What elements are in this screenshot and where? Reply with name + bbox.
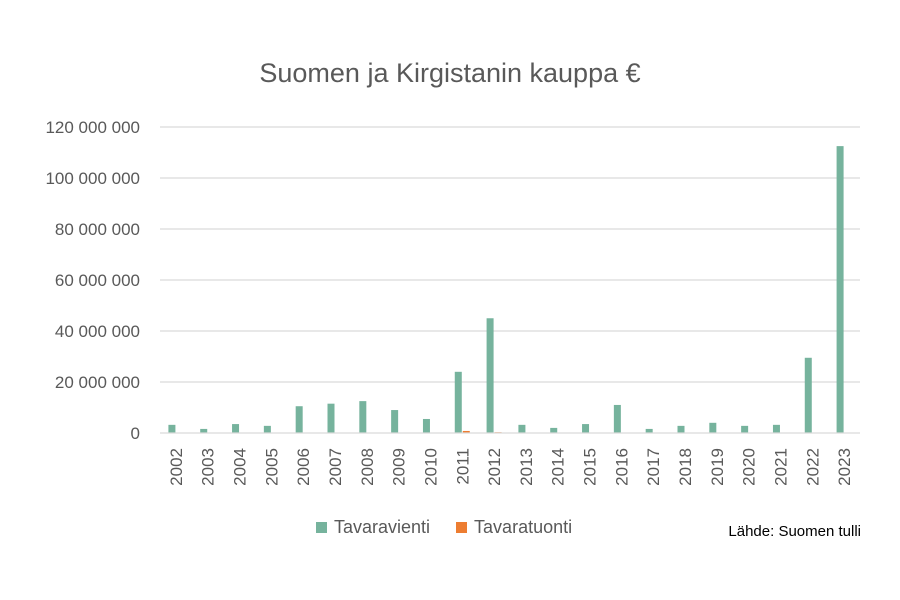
gridlines [160,126,860,383]
bar-tavaravienti-2016 [613,404,621,433]
bar-tavaravienti-2007 [327,403,335,433]
bar-tavaravienti-2014 [550,427,558,433]
x-tick-label: 2021 [771,448,790,486]
legend: Tavaravienti Tavaratuonti [316,517,598,538]
y-axis-ticks: 0 20 000 000 40 000 000 60 000 000 80 000 00… [45,118,140,443]
y-tick-label: 0 [131,424,140,443]
x-tick-label: 2004 [231,448,250,486]
bar-tavaravienti-2013 [518,424,526,433]
y-tick-label: 100 000 000 [45,169,140,188]
legend-swatch-tavaratuonti [456,522,468,533]
x-tick-label: 2019 [708,448,727,486]
y-tick-label: 80 000 000 [55,220,140,239]
bar-tavaravienti-2017 [645,428,653,433]
bar-tavaravienti-2019 [709,422,717,433]
x-tick-label: 2005 [262,448,281,486]
x-tick-label: 2015 [581,448,600,486]
bar-tavaravienti-2015 [582,424,590,433]
bar-tavaravienti-2021 [772,424,780,433]
bar-tavaravienti-2012 [486,318,494,433]
x-tick-label: 2006 [294,448,313,486]
legend-item-tavaravienti: Tavaravienti [316,517,430,538]
bars [168,146,844,433]
y-tick-label: 60 000 000 [55,271,140,290]
bar-tavaravienti-2018 [677,425,685,433]
x-tick-label: 2022 [803,448,822,486]
x-tick-label: 2008 [358,448,377,486]
bar-tavaravienti-2002 [168,424,176,433]
x-tick-label: 2018 [676,448,695,486]
bar-tavaravienti-2022 [804,357,812,433]
bar-tavaravienti-2011 [454,371,462,433]
x-tick-label: 2014 [549,448,568,486]
chart-title: Suomen ja Kirgistanin kauppa € [259,58,641,88]
x-tick-label: 2016 [612,448,631,486]
x-tick-label: 2023 [835,448,854,486]
bar-tavaravienti-2009 [391,410,399,433]
legend-item-tavaratuonti: Tavaratuonti [456,517,572,538]
bar-tavaravienti-2008 [359,401,367,433]
y-tick-label: 120 000 000 [45,118,140,137]
bar-tavaravienti-2003 [200,428,208,433]
x-tick-label: 2002 [167,448,186,486]
x-tick-label: 2003 [199,448,218,486]
y-tick-label: 40 000 000 [55,322,140,341]
bar-tavaravienti-2023 [836,146,844,433]
x-tick-label: 2007 [326,448,345,486]
x-tick-label: 2020 [740,448,759,486]
bar-tavaratuonti-2011 [462,430,470,433]
x-tick-label: 2013 [517,448,536,486]
x-tick-label: 2011 [453,448,472,485]
bar-tavaravienti-2010 [422,418,430,433]
legend-label-tavaravienti: Tavaravienti [334,517,431,537]
legend-label-tavaratuonti: Tavaratuonti [474,517,573,537]
x-axis-ticks: 2002 2003 2004 2005 2006 2007 2008 2009 2010 2011… [167,448,854,486]
x-tick-label: 2010 [421,448,440,486]
x-tick-label: 2017 [644,448,663,486]
x-tick-label: 2012 [485,448,504,486]
bar-tavaravienti-2005 [263,425,271,433]
y-tick-label: 20 000 000 [55,373,140,392]
x-tick-label: 2009 [390,448,409,486]
bar-tavaravienti-2006 [295,406,303,433]
source-note: Lähde: Suomen tulli [728,523,861,540]
legend-swatch-tavaravienti [316,522,327,533]
bar-tavaravienti-2020 [741,425,749,433]
bar-tavaravienti-2004 [232,424,240,433]
